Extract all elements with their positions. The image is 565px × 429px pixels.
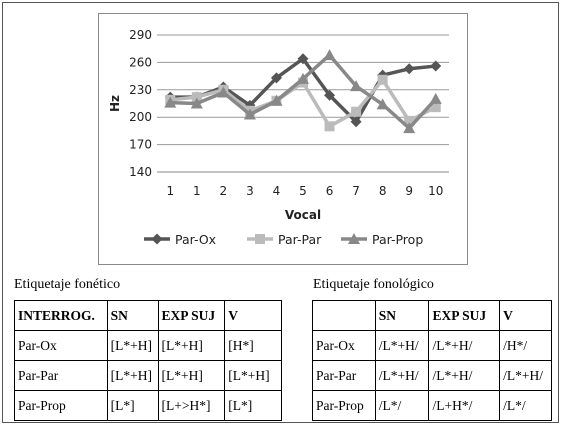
table-row: Par-Par [L*+H] [L*+H] [L*+H] — [14, 360, 282, 391]
data-point — [404, 115, 415, 126]
table-cell: Par-Prop — [14, 390, 108, 421]
table-cell: Par-Ox — [14, 330, 108, 361]
x-axis-label: Vocal — [285, 208, 321, 222]
data-point — [350, 80, 363, 92]
data-point — [403, 63, 415, 75]
figure-frame — [2, 2, 559, 423]
table-cell: [L*] — [106, 390, 159, 421]
table-header-cell: SN — [374, 300, 430, 331]
data-point — [324, 121, 335, 132]
data-point — [243, 108, 256, 120]
table-cell: /H*/ — [499, 330, 552, 361]
table-cell: Par-Ox — [312, 330, 376, 361]
table-row: Par-Ox/L*+H//L*+H//H*/ — [312, 330, 552, 361]
data-point — [430, 60, 442, 72]
phonological-table: SN EXP SUJ V Par-Ox/L*+H//L*+H//H*/Par-Par /… — [312, 300, 552, 421]
table-header-cell: V — [499, 300, 552, 331]
phonetic-table-title: Etiquetaje fonético — [14, 277, 121, 292]
y-tick-label: 290 — [129, 28, 152, 42]
x-tick-label: 7 — [352, 184, 360, 198]
legend-label: Par-Par — [278, 232, 322, 247]
data-point — [190, 97, 203, 109]
data-point — [297, 72, 309, 84]
table-cell: /L*+H/ — [374, 330, 430, 361]
data-point — [377, 74, 388, 85]
x-tick-label: 10 — [428, 184, 443, 198]
data-point — [297, 53, 309, 65]
legend-marker — [255, 234, 265, 244]
data-point — [429, 92, 442, 104]
table-cell: Par-Par — [312, 360, 376, 391]
table-row: Par-Prop/L*//L+H*//L*/ — [312, 390, 552, 421]
legend-label: Par-Prop — [372, 232, 423, 247]
data-point — [430, 102, 441, 113]
y-tick-label: 260 — [129, 55, 152, 69]
legend-label: Par-Ox — [175, 232, 216, 247]
y-axis-label: Hz — [108, 95, 122, 112]
x-tick-label: 1 — [166, 184, 174, 198]
data-point — [351, 106, 362, 117]
x-tick-label: 6 — [326, 184, 334, 198]
table-cell: /L*+H/ — [499, 360, 552, 391]
x-tick-label: 1 — [193, 184, 201, 198]
legend-marker — [348, 233, 360, 244]
data-point — [376, 98, 389, 110]
table-cell: /L+H*/ — [428, 390, 501, 421]
x-tick-label: 8 — [379, 184, 387, 198]
data-point — [324, 89, 336, 101]
table-header-row: INTERROG. SN EXP SUJ V — [14, 300, 282, 331]
table-cell: [L*+H] — [157, 330, 226, 361]
table-cell: /L*/ — [374, 390, 430, 421]
data-point — [350, 116, 362, 128]
table-header-cell: SN — [106, 300, 159, 331]
table-header-cell — [312, 300, 376, 331]
table-cell: [L*] — [224, 390, 282, 421]
table-header-row: SN EXP SUJ V — [312, 300, 552, 331]
x-tick-label: 4 — [273, 184, 281, 198]
data-point — [270, 72, 282, 84]
table-row: Par-Prop [L*] [L+>H*] [L*] — [14, 390, 282, 421]
table-cell: /L*/ — [499, 390, 552, 421]
table-cell: /L*+H/ — [428, 330, 501, 361]
y-tick-label: 230 — [129, 83, 152, 97]
y-tick-label: 140 — [129, 165, 152, 179]
table-header-cell: V — [224, 300, 282, 331]
x-tick-label: 3 — [246, 184, 254, 198]
table-row: Par-Par/L*+H//L*+H//L*+H/ — [312, 360, 552, 391]
x-tick-label: 5 — [299, 184, 307, 198]
table-cell: [L*+H] — [224, 360, 282, 391]
table-cell: Par-Par — [14, 360, 108, 391]
table-cell: [L*+H] — [157, 360, 226, 391]
table-cell: /L*+H/ — [374, 360, 430, 391]
phonological-table-title: Etiquetaje fonológico — [313, 277, 434, 292]
phonetic-table: INTERROG. SN EXP SUJ V Par-Ox [L*+H] [L*+H] [H*… — [14, 300, 282, 421]
data-point — [191, 92, 202, 103]
y-tick-label: 170 — [129, 138, 152, 152]
chart-area: 140 170 200 230 260 290 1 1 2 3 4 5 6 7 8 9 10 Vocal Hz Par… — [98, 13, 468, 265]
table-cell: /L*+H/ — [428, 360, 501, 391]
data-point — [164, 96, 177, 108]
table-cell: [L+>H*] — [157, 390, 226, 421]
table-cell: Par-Prop — [312, 390, 376, 421]
table-header-cell: EXP SUJ — [428, 300, 501, 331]
data-point — [403, 122, 416, 134]
table-row: Par-Ox [L*+H] [L*+H] [H*] — [14, 330, 282, 361]
data-point — [323, 49, 336, 61]
data-point — [217, 86, 230, 98]
data-point — [270, 94, 283, 106]
legend-marker — [151, 233, 163, 245]
table-cell: [L*+H] — [106, 330, 159, 361]
table-header-cell: INTERROG. — [14, 300, 108, 331]
table-header-cell: EXP SUJ — [157, 300, 226, 331]
line-chart: 140 170 200 230 260 290 1 1 2 3 4 5 6 7 8 9 10 Vocal Hz Par… — [108, 28, 449, 247]
table-cell: [H*] — [224, 330, 282, 361]
y-tick-label: 200 — [129, 110, 152, 124]
x-tick-label: 9 — [405, 184, 413, 198]
x-tick-label: 2 — [220, 184, 228, 198]
table-cell: [L*+H] — [106, 360, 159, 391]
